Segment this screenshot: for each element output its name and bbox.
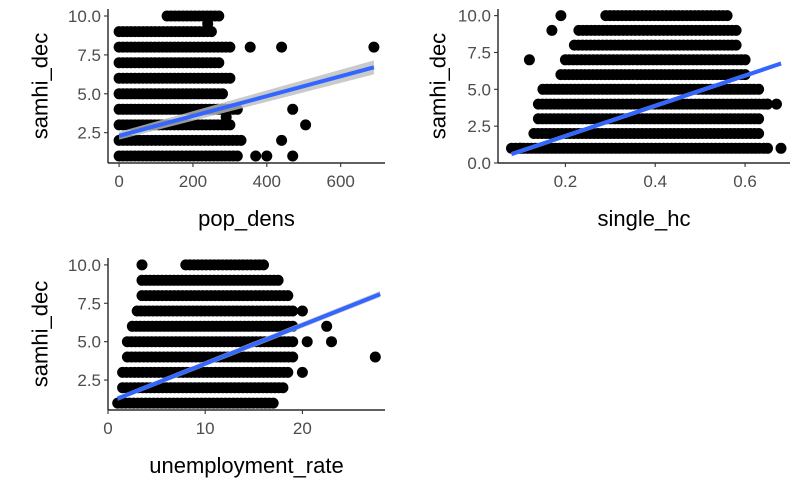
scatter-panel-unemployment-rate: 0 10 20 2.5 5.0 7.5 10.0 unemployment_rate samhi… — [28, 256, 385, 478]
data-point — [730, 24, 742, 36]
y-tick-label: 5.0 — [77, 85, 101, 104]
x-tick-label: 20 — [293, 419, 312, 438]
x-tick-label: 400 — [253, 172, 281, 191]
x-tick-label: 0 — [114, 172, 123, 191]
data-point — [730, 39, 742, 51]
x-axis-title: single_hc — [598, 206, 691, 231]
data-point — [721, 10, 733, 22]
data-point — [136, 259, 148, 271]
data-point — [282, 366, 294, 378]
data-point — [771, 98, 782, 110]
data-point — [555, 10, 567, 22]
data-point — [224, 41, 236, 53]
data-point — [523, 54, 535, 66]
data-point — [235, 134, 247, 146]
y-tick-label: 2.5 — [77, 371, 101, 390]
data-point — [231, 150, 243, 162]
data-point — [272, 274, 284, 286]
data-point — [368, 41, 380, 53]
data-point — [287, 305, 299, 317]
data-point — [220, 111, 232, 123]
data-point — [258, 259, 269, 271]
data-point — [287, 351, 299, 363]
data-points — [112, 259, 381, 409]
data-point — [753, 113, 765, 125]
data-point — [217, 88, 228, 100]
y-tick-label: 2.5 — [467, 117, 491, 136]
data-point — [300, 119, 312, 131]
x-tick-label: 0.2 — [554, 172, 578, 191]
data-point — [326, 336, 337, 348]
y-tick-label: 10.0 — [458, 7, 491, 26]
x-axis-title: pop_dens — [198, 206, 295, 231]
x-tick-label: 200 — [179, 172, 207, 191]
y-tick-label: 0.0 — [467, 154, 491, 173]
scatter-panel-pop-dens: 0 200 400 600 2.5 5.0 7.5 10.0 pop_dens samhi_dec — [28, 7, 385, 231]
data-point — [213, 10, 225, 22]
data-point — [753, 83, 765, 95]
y-tick-label: 10.0 — [68, 256, 101, 275]
x-tick-label: 0.6 — [733, 172, 757, 191]
y-tick-label: 7.5 — [77, 46, 101, 65]
y-tick-label: 5.0 — [467, 80, 491, 99]
y-tick-label: 7.5 — [77, 294, 101, 313]
data-point — [267, 397, 279, 409]
data-point — [369, 351, 381, 363]
data-point — [213, 57, 225, 69]
x-tick-label: 0.4 — [643, 172, 667, 191]
data-point — [287, 336, 299, 348]
data-point — [224, 72, 236, 84]
data-point — [287, 150, 299, 162]
y-tick-label: 2.5 — [77, 124, 101, 143]
data-point — [250, 150, 262, 162]
data-point — [753, 128, 765, 139]
y-axis-title: samhi_dec — [426, 33, 451, 139]
data-point — [276, 41, 288, 53]
y-axis-title: samhi_dec — [28, 281, 53, 387]
data-point — [276, 134, 288, 146]
data-point — [762, 142, 773, 154]
x-tick-label: 0 — [103, 419, 112, 438]
x-tick-label: 600 — [326, 172, 354, 191]
x-tick-label: 10 — [196, 419, 215, 438]
y-tick-label: 10.0 — [68, 7, 101, 26]
data-point — [282, 290, 294, 302]
scatter-panel-single-hc: 0.2 0.4 0.6 0.0 2.5 5.0 7.5 10.0 single_hc samhi_… — [426, 7, 790, 231]
data-point — [244, 41, 256, 53]
data-point — [287, 103, 299, 115]
y-tick-label: 7.5 — [467, 43, 491, 62]
y-axis-title: samhi_dec — [28, 33, 53, 139]
data-point — [296, 366, 308, 378]
data-point — [321, 320, 333, 332]
data-point — [296, 305, 308, 317]
data-point — [546, 24, 558, 36]
data-points — [113, 10, 380, 162]
data-point — [261, 150, 273, 162]
data-point — [277, 382, 289, 394]
data-point — [202, 18, 214, 30]
regression-line — [116, 292, 381, 401]
regression-line — [510, 61, 782, 157]
x-axis-title: unemployment_rate — [149, 453, 343, 478]
data-point — [301, 336, 313, 348]
regression-line — [118, 65, 375, 138]
data-point — [739, 54, 751, 66]
y-tick-label: 5.0 — [77, 333, 101, 352]
data-point — [762, 98, 773, 110]
data-point — [775, 142, 787, 154]
data-points — [506, 10, 787, 154]
